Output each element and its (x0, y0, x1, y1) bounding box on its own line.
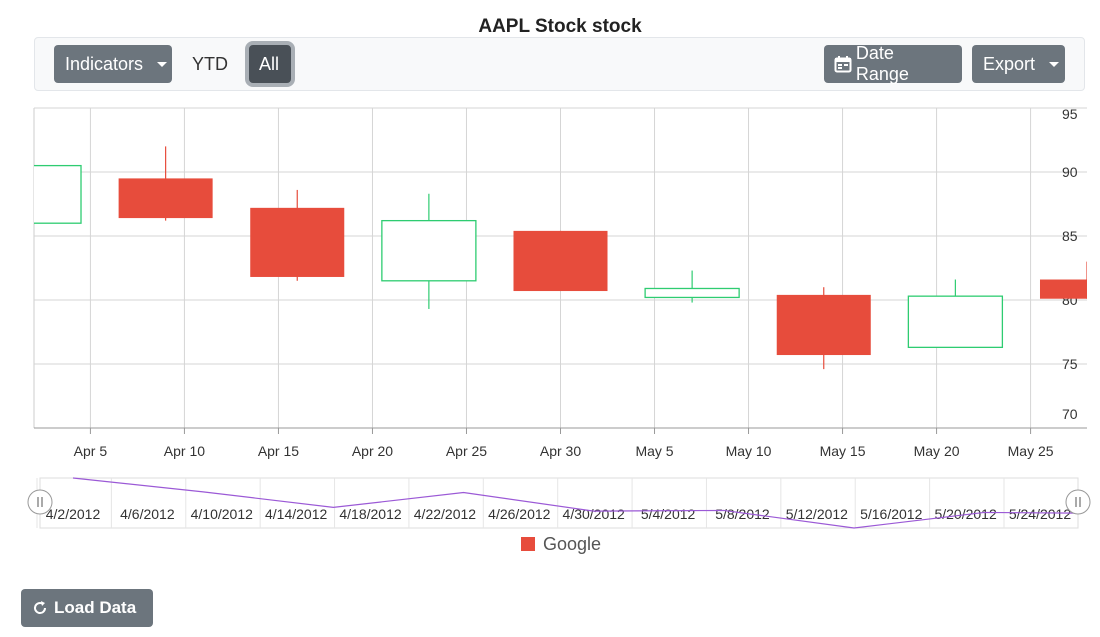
navigator-tick-label: 5/8/2012 (715, 506, 770, 522)
y-tick-label: 75 (1062, 356, 1078, 372)
candle-body (250, 207, 345, 277)
x-tick-label: Apr 25 (446, 443, 487, 459)
y-tick-label: 90 (1062, 164, 1078, 180)
caret (1049, 61, 1060, 67)
chart-title: AAPL Stock stock (478, 16, 642, 37)
plot-area (34, 146, 1087, 370)
x-tick-label: Apr 15 (258, 443, 299, 459)
button-label: Load Data (54, 598, 137, 617)
navigator-tick-label: 4/26/2012 (488, 506, 550, 522)
legend-swatch (521, 537, 535, 551)
x-tick-label: May 15 (820, 443, 866, 459)
export-button[interactable]: Export (972, 45, 1065, 83)
y-tick-label: 95 (1062, 106, 1078, 122)
navigator-tick-label: 4/22/2012 (414, 506, 476, 522)
x-tick-label: May 20 (914, 443, 960, 459)
x-tick-label: May 25 (1008, 443, 1054, 459)
x-tick-label: May 5 (635, 443, 673, 459)
ytd-button[interactable]: YTD (192, 54, 228, 74)
navigator-tick-label: 5/4/2012 (641, 506, 696, 522)
navigator-tick-label: 4/14/2012 (265, 506, 327, 522)
candle-body (34, 164, 82, 224)
x-tick-label: Apr 30 (540, 443, 581, 459)
y-tick-label: 85 (1062, 228, 1078, 244)
date-range-button[interactable]: Date Range (824, 43, 962, 84)
navigator-tick-label: 4/2/2012 (46, 506, 101, 522)
x-tick-label: May 10 (726, 443, 772, 459)
caret (157, 61, 168, 67)
navigator-tick-label: 4/6/2012 (120, 506, 175, 522)
button-label: Export (983, 53, 1036, 74)
candle-body (644, 287, 740, 299)
refresh-icon (34, 601, 47, 614)
x-tick-label: Apr 5 (74, 443, 108, 459)
x-tick-label: Apr 20 (352, 443, 393, 459)
candle-body (513, 230, 608, 292)
legend-label: Google (543, 534, 601, 554)
navigator-line (72, 477, 1079, 529)
load-data-button[interactable]: Load Data (21, 589, 153, 627)
candle-body (776, 294, 871, 356)
candle-body (118, 178, 213, 219)
button-label: All (259, 53, 280, 74)
navigator-tick-label: 5/20/2012 (934, 506, 996, 522)
navigator-tick-label: 5/24/2012 (1009, 506, 1071, 522)
navigator-tick-label: 5/12/2012 (786, 506, 848, 522)
button-label: Date Range (855, 43, 909, 84)
candle-body (381, 219, 477, 282)
navigator-handle[interactable] (27, 489, 53, 515)
button-label: Indicators (65, 53, 144, 74)
navigator-handle[interactable] (1065, 489, 1091, 515)
candle-body (1039, 279, 1087, 299)
navigator-tick-label: 4/30/2012 (563, 506, 625, 522)
navigator-frame (39, 477, 1079, 529)
y-tick-label: 70 (1062, 406, 1078, 422)
navigator-tick-label: 4/10/2012 (191, 506, 253, 522)
navigator-tick-label: 4/18/2012 (339, 506, 401, 522)
navigator-tick-label: 5/16/2012 (860, 506, 922, 522)
indicators-button[interactable]: Indicators (54, 45, 172, 83)
x-tick-label: Apr 10 (164, 443, 205, 459)
candle-body (907, 295, 1004, 349)
calendar-icon (834, 56, 852, 73)
all-button[interactable]: All (245, 41, 295, 87)
